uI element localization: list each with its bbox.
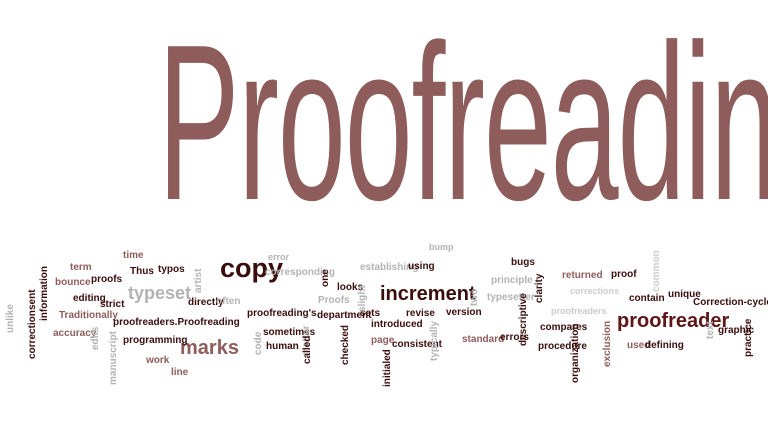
word-bounce: bounce — [55, 277, 91, 288]
word-sometimes: sometimes — [263, 327, 316, 338]
word-organization: organization — [570, 323, 581, 383]
word-proofreaders: proofreaders — [551, 306, 607, 316]
word-proofreader: proofreader — [617, 310, 730, 332]
word-proofs-b: Proofs — [318, 295, 350, 306]
word-looks: looks — [337, 282, 364, 293]
word-programming: programming — [123, 335, 188, 346]
word-practice: practice — [743, 318, 754, 357]
word-introduced: introduced — [371, 319, 423, 330]
word-two: two — [469, 288, 480, 306]
word-one: one — [320, 269, 331, 287]
word-thus: Thus — [130, 266, 154, 277]
word-checked: checked — [340, 324, 351, 365]
word-marks: marks — [180, 337, 239, 359]
word-accuracy: accuracy — [53, 328, 97, 339]
word-corrections: corrections — [570, 286, 620, 296]
word-procedure: procedure — [538, 341, 587, 352]
word-using: using — [408, 261, 435, 272]
word-directly: directly — [188, 297, 224, 308]
word-proofreadings: proofreading's — [247, 308, 317, 319]
word-typeset: typeset — [128, 283, 192, 303]
word-clarity: clarity — [534, 273, 545, 303]
word-establishing: establishing — [360, 262, 419, 273]
word-sent: sent — [27, 289, 38, 310]
word-bugs: bugs — [511, 257, 535, 268]
word-copy: copy — [220, 253, 284, 283]
word-artist: artist — [193, 268, 204, 293]
word-unlike: unlike — [5, 304, 16, 333]
word-called: called — [302, 335, 313, 364]
word-human: human — [266, 341, 299, 352]
word-typos: typos — [158, 264, 185, 275]
word-sets: sets — [360, 308, 381, 319]
word-editing: editing — [73, 293, 106, 304]
word-correction-cycle: Correction-cycle — [693, 297, 768, 308]
word-used: used — [627, 340, 651, 351]
word-department: department — [317, 310, 372, 321]
word-correction: correction — [27, 310, 38, 359]
word-page: page — [371, 335, 395, 346]
word-proofreaders-proofreading: proofreaders.Proofreading — [113, 317, 240, 328]
title-word: Proofreading — [158, 0, 768, 247]
word-manuscript: manuscript — [108, 331, 119, 385]
word-revise: revise — [406, 308, 435, 319]
word-slight: slight — [357, 285, 368, 312]
word-unique: unique — [668, 289, 701, 300]
word-returned: returned — [562, 270, 603, 281]
word-corresponding: corresponding — [265, 267, 336, 278]
word-text: text — [705, 321, 716, 339]
word-time: time — [123, 250, 144, 261]
word-error: error — [268, 252, 290, 262]
word-errors: errors — [500, 332, 529, 343]
word-principle: principle — [491, 275, 533, 286]
word-version: version — [446, 307, 482, 318]
word-defining: defining — [645, 340, 684, 351]
word-contain: contain — [629, 293, 665, 304]
word-consistent: consistent — [392, 339, 443, 350]
word-often: often — [216, 296, 241, 307]
word-line: line — [171, 367, 189, 378]
word-information: information — [39, 266, 50, 321]
word-code: code — [253, 331, 264, 355]
word-edits: edits — [90, 326, 101, 350]
word-initialed: initialed — [382, 349, 393, 387]
word-term: term — [70, 262, 92, 273]
word-increment: increment — [380, 283, 476, 305]
word-exclusion: exclusion — [602, 320, 613, 367]
word-bump: bump — [429, 242, 454, 252]
word-compares: compares — [540, 322, 588, 333]
word-standard: standard — [462, 334, 505, 345]
word-proofs-a: proofs — [91, 274, 123, 285]
word-work: work — [146, 355, 170, 366]
word-proof: proof — [611, 269, 637, 280]
word-traditionally: Traditionally — [59, 310, 118, 321]
word-graphic: graphic — [718, 325, 755, 336]
word-typesetter: typesetter — [487, 292, 535, 303]
word-strict: strict — [100, 299, 125, 310]
word-descriptive: descriptive — [518, 293, 529, 346]
word-typically: typically — [429, 320, 440, 361]
word-common: common — [651, 250, 662, 292]
